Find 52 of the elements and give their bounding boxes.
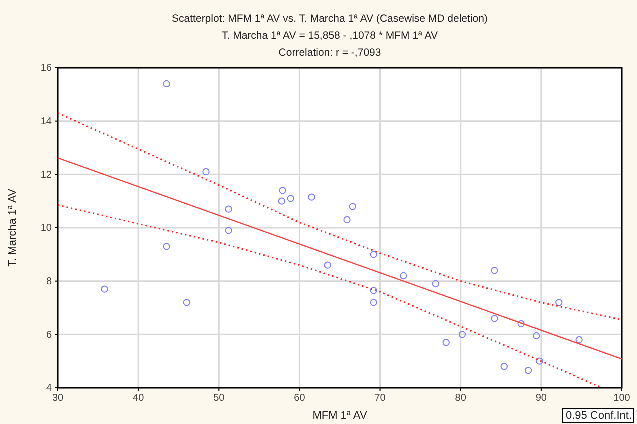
y-tick-label: 10 — [40, 223, 52, 234]
chart-subtitle: T. Marcha 1ª AV = 15,858 - ,1078 * MFM 1ª AV — [222, 30, 438, 42]
point — [576, 336, 583, 344]
point — [533, 332, 540, 340]
point — [163, 243, 170, 250]
point — [400, 272, 408, 280]
point — [524, 367, 532, 374]
point — [370, 299, 378, 306]
point — [370, 251, 378, 258]
point — [225, 227, 232, 234]
point — [432, 280, 440, 288]
point — [202, 168, 210, 176]
x-tick-label: 50 — [214, 393, 226, 404]
point — [370, 287, 378, 294]
y-tick-label: 12 — [40, 170, 52, 181]
point — [491, 267, 498, 274]
y-tick-label: 16 — [40, 63, 52, 74]
point — [500, 363, 508, 370]
point — [163, 80, 170, 88]
point — [491, 315, 498, 322]
point — [101, 286, 108, 293]
y-tick-label: 8 — [46, 276, 52, 288]
point — [183, 299, 191, 306]
point — [279, 187, 286, 194]
x-axis-title: MFM 1ª AV — [312, 410, 368, 422]
x-tick-label: 80 — [455, 393, 467, 404]
y-tick-label: 14 — [40, 116, 52, 128]
point — [458, 331, 466, 338]
point — [287, 195, 294, 202]
line-series — [57, 204, 603, 389]
point — [308, 194, 316, 201]
x-tick-label: 90 — [536, 393, 548, 404]
y-axis-title: T. Marcha 1ª AV — [7, 188, 19, 267]
x-tick-label: 60 — [294, 393, 306, 404]
x-tick-label: 30 — [52, 393, 64, 404]
point — [278, 198, 286, 205]
y-tick-label: 4 — [46, 383, 52, 394]
point — [536, 358, 544, 365]
x-tick-label: 70 — [374, 393, 386, 404]
point — [442, 339, 450, 346]
y-tick-label: 6 — [46, 330, 52, 341]
x-tick-label: 100 — [614, 393, 631, 404]
point — [324, 262, 332, 269]
point — [518, 320, 525, 328]
text: Correlation: r = -,7093 — [278, 47, 382, 59]
point — [556, 299, 563, 306]
text: 0.95 Conf.Int. — [566, 410, 632, 422]
chart-title: Scatterplot: MFM 1ª AV vs. T. Marcha 1ª AV (Casewise MD deletion) — [172, 13, 488, 25]
point — [225, 206, 232, 213]
point — [344, 216, 351, 224]
x-tick-label: 40 — [133, 393, 145, 404]
point — [349, 203, 356, 210]
